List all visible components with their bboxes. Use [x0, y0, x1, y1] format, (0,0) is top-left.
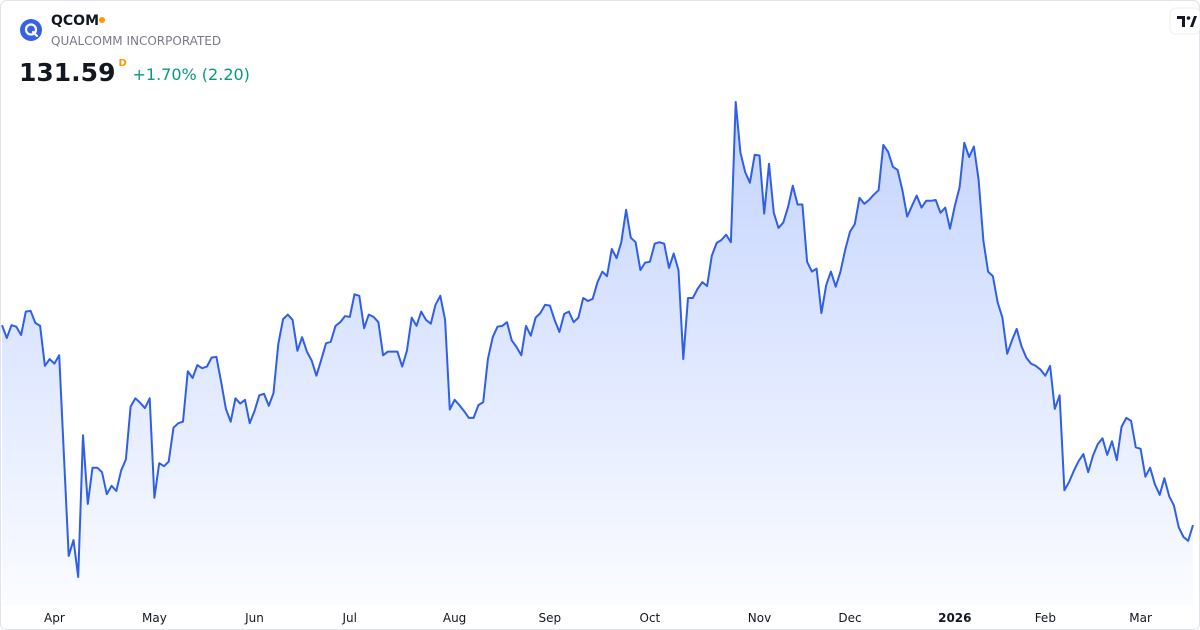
x-tick-label: May	[142, 611, 167, 625]
price-flag: D	[118, 58, 126, 69]
symbol: QCOM	[51, 13, 99, 29]
x-tick-label: Jun	[244, 611, 264, 625]
x-tick-label: 2026	[938, 611, 971, 625]
price-change: +1.70% (2.20)	[132, 65, 249, 84]
x-tick-label: Jul	[342, 611, 357, 625]
x-tick-label: Apr	[44, 611, 65, 625]
price-line	[1, 101, 1194, 578]
x-tick-label: Oct	[640, 611, 661, 625]
x-tick-label: Dec	[838, 611, 861, 625]
x-tick-label: Mar	[1129, 611, 1152, 625]
x-tick-label: Nov	[748, 611, 771, 625]
plot-area: Apr May Jun Jul Aug Sep Oct Nov Dec 2026 Feb Mar	[1, 101, 1194, 625]
last-price: 131.59	[19, 58, 115, 87]
x-tick-label: Sep	[539, 611, 562, 625]
price-area	[2, 102, 1193, 605]
x-tick-label: Aug	[443, 611, 466, 625]
company-name: QUALCOMM INCORPORATED	[51, 34, 221, 48]
x-tick-label: Feb	[1035, 611, 1056, 625]
brand-logo	[1169, 7, 1200, 35]
logo	[20, 19, 42, 41]
status-dot	[99, 17, 105, 23]
